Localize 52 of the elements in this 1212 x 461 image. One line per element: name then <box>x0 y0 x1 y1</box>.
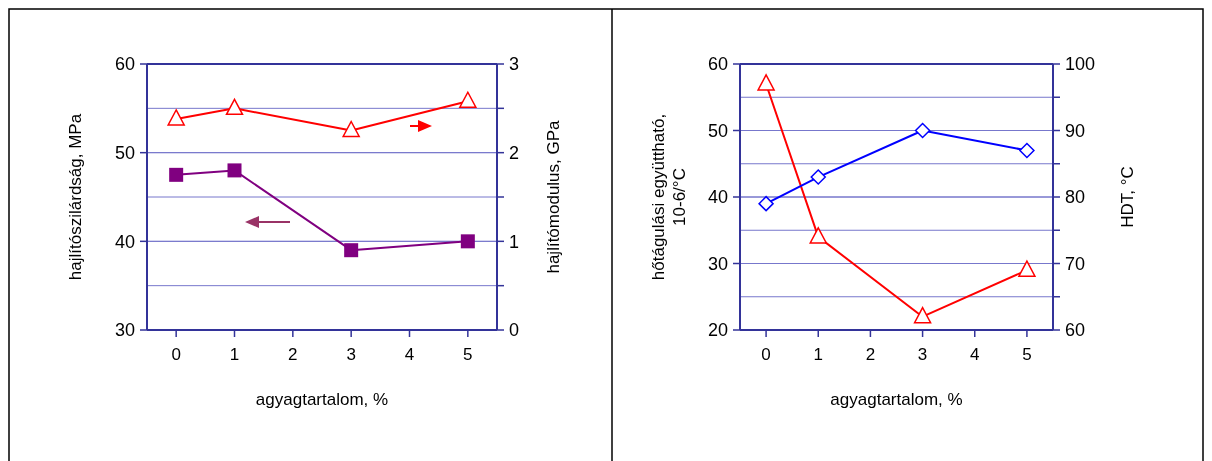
point <box>227 163 242 178</box>
x-tick-label: 2 <box>865 345 876 364</box>
x-tick-label: 1 <box>229 345 240 364</box>
x-tick-label: 4 <box>970 345 980 364</box>
x-tick-label: 1 <box>813 345 823 364</box>
point <box>344 243 359 258</box>
y2-axis-title: hajlítómodulus, GPa <box>544 119 563 274</box>
y-tick-label: 40 <box>707 187 728 208</box>
y-tick-label: 50 <box>707 120 728 141</box>
point <box>757 74 775 91</box>
point <box>225 98 244 116</box>
y2-tick-label: 80 <box>1065 187 1086 208</box>
point <box>169 167 184 182</box>
point <box>167 109 185 126</box>
x-tick-label: 5 <box>1022 345 1032 364</box>
point <box>809 227 827 244</box>
y2-tick-label: 90 <box>1065 120 1086 141</box>
point <box>810 169 826 185</box>
point <box>342 120 360 138</box>
y-tick-label: 30 <box>707 253 728 274</box>
y-axis-title: hajlítószilárdság, MPa <box>66 113 85 281</box>
y-axis-title: hőtágulási együttható, 10-6/°C <box>649 113 689 281</box>
y-tick-label: 20 <box>707 320 728 341</box>
y-tick-label: 40 <box>114 231 135 252</box>
y-tick-label: 60 <box>114 54 135 75</box>
x-tick-label: 4 <box>404 345 415 364</box>
point <box>459 91 477 108</box>
point <box>914 122 931 139</box>
y-tick-label: 30 <box>114 320 135 341</box>
y2-tick-label: 0 <box>509 320 520 341</box>
y-tick-label: 50 <box>114 142 135 163</box>
y2-tick-label: 60 <box>1065 320 1086 341</box>
point <box>758 195 774 212</box>
point <box>1018 260 1036 277</box>
y-tick-label: 60 <box>707 54 728 75</box>
x-tick-label: 3 <box>917 345 928 364</box>
x-tick-label: 0 <box>171 345 181 364</box>
point <box>1019 142 1035 159</box>
y2-tick-label: 1 <box>509 231 520 252</box>
x-tick-label: 5 <box>463 345 473 364</box>
y2-tick-label: 70 <box>1065 253 1086 274</box>
x-tick-label: 3 <box>346 345 356 364</box>
point <box>460 234 475 249</box>
y2-tick-label: 3 <box>509 54 520 75</box>
x-tick-label: 0 <box>761 345 771 364</box>
y2-axis-title: HDT, °C <box>1118 166 1137 228</box>
y2-tick-label: 100 <box>1065 54 1096 75</box>
x-axis-title: agyagtartalom, % <box>255 390 389 409</box>
y2-tick-label: 2 <box>509 142 520 163</box>
x-tick-label: 2 <box>288 345 298 364</box>
point <box>913 306 932 324</box>
x-axis-title: agyagtartalom, % <box>830 390 963 409</box>
